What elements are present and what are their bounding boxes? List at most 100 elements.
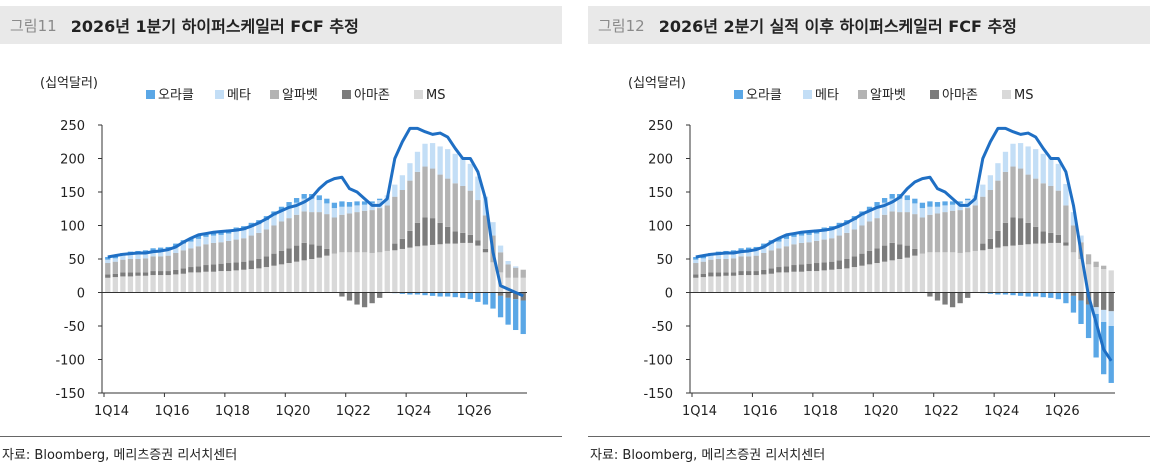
bar-amazon-50 [482, 248, 489, 253]
bar-amazon-0 [693, 274, 699, 278]
bar-ms-38 [980, 250, 986, 293]
bar-oracle-29 [912, 198, 918, 204]
bar-oracle-24 [286, 202, 292, 207]
bar-ms-42 [422, 245, 428, 293]
bar-meta-29 [912, 203, 918, 215]
bar-amazon-41 [1002, 222, 1009, 247]
x-tick-label: 1Q26 [457, 404, 492, 419]
bar-alphabet-15 [218, 242, 224, 264]
bar-ms-26 [301, 260, 307, 293]
bar-alphabet-40 [995, 180, 1001, 231]
bar-meta-21 [851, 220, 858, 230]
bar-meta-4 [135, 254, 141, 259]
bar-alphabet-26 [889, 211, 895, 243]
bar-alphabet-17 [821, 239, 827, 263]
source-divider [0, 436, 562, 437]
bar-amazon-9 [173, 269, 179, 275]
bar-amazon-26 [889, 242, 895, 261]
bar-meta-18 [241, 230, 247, 239]
bar-alphabet-3 [127, 259, 134, 273]
bar-alphabet-40 [407, 180, 413, 231]
bar-oracle-7 [158, 247, 164, 251]
figure-number: 그림12 [598, 16, 645, 35]
bar-alphabet-4 [135, 259, 141, 273]
bar-alphabet-2 [120, 259, 126, 273]
bar-alphabet-34 [361, 210, 368, 253]
bar-ms-53 [505, 277, 511, 293]
bar-alphabet-43 [1017, 168, 1024, 219]
bar-alphabet-33 [942, 212, 948, 253]
bar-amazon-34 [949, 292, 956, 308]
bar-amazon-28 [904, 245, 910, 258]
figure-title: 2026년 1분기 하이퍼스케일러 FCF 추정 [70, 17, 359, 36]
source-note: 자료: Bloomberg, 메리츠증권 리서치센터 [590, 448, 826, 463]
bar-amazon-33 [942, 292, 948, 305]
bar-oracle-44 [437, 292, 443, 297]
bar-meta-53 [1093, 307, 1099, 314]
bar-amazon-7 [746, 271, 752, 276]
bar-alphabet-52 [1085, 254, 1092, 265]
bar-amazon-10 [768, 268, 774, 274]
bar-alphabet-11 [188, 248, 194, 268]
bar-ms-32 [346, 252, 353, 293]
x-tick-label: 1Q20 [863, 404, 898, 419]
y-tick-label: -50 [652, 320, 673, 335]
bar-oracle-23 [866, 206, 873, 211]
bar-oracle-46 [452, 292, 458, 298]
bar-oracle-45 [445, 292, 451, 297]
bar-alphabet-48 [1055, 190, 1061, 235]
bar-amazon-48 [467, 234, 473, 243]
bar-amazon-20 [256, 259, 262, 269]
bar-alphabet-32 [934, 213, 941, 253]
bar-ms-4 [723, 275, 729, 293]
bar-oracle-0 [693, 256, 699, 260]
bar-ms-22 [859, 265, 865, 293]
bar-ms-33 [942, 252, 948, 293]
x-tick-label: 1Q22 [336, 404, 371, 419]
bar-amazon-7 [158, 271, 164, 276]
bar-meta-3 [127, 254, 134, 259]
bar-amazon-46 [1040, 231, 1046, 244]
bar-meta-9 [761, 246, 767, 253]
legend-swatch-ms [414, 90, 423, 99]
bar-ms-18 [241, 269, 247, 293]
bar-alphabet-30 [331, 217, 338, 254]
bar-ms-21 [263, 267, 270, 293]
bar-ms-6 [150, 275, 156, 293]
bar-meta-54 [1101, 309, 1107, 322]
bar-ms-45 [1033, 243, 1039, 293]
bar-meta-9 [173, 246, 179, 253]
bar-amazon-8 [165, 271, 171, 276]
legend-label-ms: MS [426, 88, 445, 103]
bar-ms-23 [866, 264, 873, 293]
bar-alphabet-45 [445, 178, 451, 227]
bar-alphabet-37 [384, 205, 390, 251]
bar-amazon-47 [1048, 232, 1054, 243]
bar-meta-4 [723, 254, 729, 259]
bar-oracle-12 [195, 234, 202, 239]
x-tick-label: 1Q14 [94, 404, 129, 419]
bar-ms-54 [1101, 269, 1107, 293]
legend-swatch-oracle [734, 90, 743, 99]
bar-alphabet-41 [1002, 171, 1009, 223]
bar-amazon-51 [1078, 292, 1084, 301]
bar-amazon-41 [414, 222, 421, 247]
bar-alphabet-12 [783, 246, 790, 267]
bar-amazon-15 [218, 263, 224, 272]
bar-meta-38 [392, 184, 398, 197]
bar-amazon-17 [821, 262, 827, 271]
bar-amazon-18 [829, 261, 835, 270]
bar-oracle-51 [1078, 300, 1084, 324]
bar-meta-17 [821, 231, 827, 240]
bar-amazon-43 [429, 218, 436, 245]
bar-amazon-10 [180, 268, 186, 274]
bar-meta-49 [475, 176, 481, 201]
bar-oracle-28 [316, 195, 322, 201]
bar-meta-31 [339, 206, 345, 215]
bar-oracle-40 [995, 292, 1001, 295]
legend-label-amazon: 아마존 [354, 88, 390, 103]
bar-meta-23 [866, 210, 873, 222]
legend-swatch-ms [1002, 90, 1011, 99]
bar-ms-36 [965, 252, 971, 293]
legend-label-alphabet: 알파벳 [870, 88, 906, 103]
